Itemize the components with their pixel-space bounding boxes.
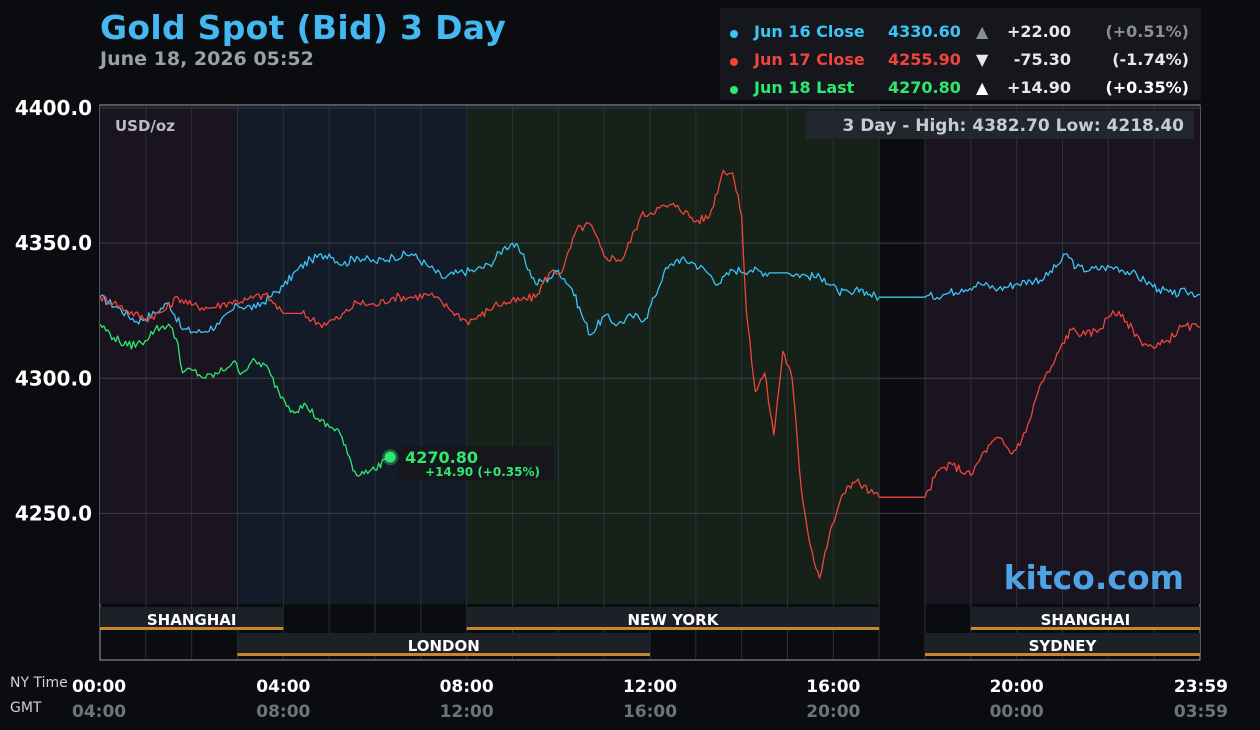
session-bar-line bbox=[970, 627, 1200, 630]
session-bar-line bbox=[237, 653, 650, 656]
x-tick-label-ny: 20:00 bbox=[990, 677, 1044, 697]
session-label: LONDON bbox=[408, 637, 480, 655]
legend-label: Jun 18 Last bbox=[754, 78, 855, 97]
session-bar bbox=[100, 607, 284, 627]
legend-pct: (+0.35%) bbox=[1105, 78, 1189, 97]
x-tick-label-ny: 16:00 bbox=[806, 677, 860, 697]
kitco-watermark: kitco.com bbox=[1004, 558, 1184, 597]
x-tick-label-ny: 12:00 bbox=[623, 677, 677, 697]
session-tint bbox=[879, 106, 925, 604]
x-tick-label-ny: 04:00 bbox=[256, 677, 310, 697]
last-price-marker bbox=[384, 451, 396, 463]
x-tick-label-gmt: 16:00 bbox=[623, 702, 677, 722]
x-tick-label-gmt: 08:00 bbox=[256, 702, 310, 722]
series-line-2 bbox=[99, 169, 1201, 579]
legend-pct: (+0.51%) bbox=[1105, 22, 1189, 41]
session-label: SHANGHAI bbox=[1041, 611, 1131, 629]
session-tint bbox=[100, 106, 238, 604]
legend-value: 4255.90 bbox=[888, 50, 961, 69]
session-label: NEW YORK bbox=[628, 611, 720, 629]
legend-change: +22.00 bbox=[1006, 22, 1071, 41]
legend-dot bbox=[730, 30, 738, 38]
session-bar-line bbox=[466, 627, 880, 630]
session-bar bbox=[970, 607, 1200, 627]
session-bar bbox=[466, 607, 880, 627]
y-tick-label: 4400.0 bbox=[15, 96, 92, 120]
ny-time-label: NY Time bbox=[10, 675, 68, 691]
legend-label: Jun 16 Close bbox=[754, 22, 865, 41]
session-tint bbox=[237, 106, 467, 604]
units-label: USD/oz bbox=[115, 117, 175, 135]
range-box bbox=[806, 111, 1194, 139]
y-tick-label: 4350.0 bbox=[15, 231, 92, 255]
x-tick-label-ny: 00:00 bbox=[72, 677, 126, 697]
x-tick-label-gmt: 04:00 bbox=[72, 702, 126, 722]
legend-arrow: ▲ bbox=[976, 78, 989, 97]
legend-value: 4330.60 bbox=[888, 22, 961, 41]
x-tick-label-gmt: 12:00 bbox=[440, 702, 494, 722]
session-bar-line bbox=[925, 653, 1200, 656]
x-tick-label-gmt: 20:00 bbox=[806, 702, 860, 722]
last-price-value: 4270.80 bbox=[405, 448, 478, 467]
legend-label: Jun 17 Close bbox=[754, 50, 865, 69]
chart-title: Gold Spot (Bid) 3 Day bbox=[100, 8, 507, 47]
legend-row: Jun 17 Close 4255.90 ▼ -75.30 (-1.74%) bbox=[720, 50, 1201, 74]
session-label: SYDNEY bbox=[1029, 637, 1098, 655]
legend-arrow: ▼ bbox=[976, 50, 989, 69]
last-price-callout-box bbox=[398, 446, 555, 481]
legend-row: Jun 18 Last 4270.80 ▲ +14.90 (+0.35%) bbox=[720, 78, 1201, 102]
legend-pct: (-1.74%) bbox=[1112, 50, 1189, 69]
y-tick-label: 4300.0 bbox=[15, 366, 92, 390]
session-bar bbox=[925, 633, 1200, 653]
session-tint bbox=[466, 106, 880, 604]
session-label: SHANGHAI bbox=[147, 611, 237, 629]
x-tick-label-ny: 23:59 bbox=[1174, 677, 1228, 697]
y-tick-label: 4250.0 bbox=[15, 501, 92, 525]
legend-dot bbox=[730, 58, 738, 66]
legend-change: -75.30 bbox=[1013, 50, 1071, 69]
x-tick-label-gmt: 03:59 bbox=[1174, 702, 1228, 722]
last-price-change: +14.90 (+0.35%) bbox=[425, 465, 540, 479]
x-tick-label-ny: 08:00 bbox=[440, 677, 494, 697]
legend: Jun 16 Close 4330.60 ▲ +22.00 (+0.51%) Jun 17… bbox=[720, 8, 1201, 100]
legend-value: 4270.80 bbox=[888, 78, 961, 97]
legend-change: +14.90 bbox=[1006, 78, 1071, 97]
legend-row: Jun 16 Close 4330.60 ▲ +22.00 (+0.51%) bbox=[720, 22, 1201, 46]
session-bar-line bbox=[100, 627, 284, 630]
chart-timestamp: June 18, 2026 05:52 bbox=[100, 48, 314, 70]
session-bar bbox=[237, 633, 650, 653]
legend-arrow: ▲ bbox=[976, 22, 989, 41]
gmt-label: GMT bbox=[10, 700, 42, 716]
series-line-3 bbox=[99, 323, 391, 477]
x-tick-label-gmt: 00:00 bbox=[990, 702, 1044, 722]
range-text: 3 Day - High: 4382.70 Low: 4218.40 bbox=[842, 116, 1184, 136]
legend-dot bbox=[730, 86, 738, 94]
series-line-1 bbox=[99, 242, 1201, 336]
